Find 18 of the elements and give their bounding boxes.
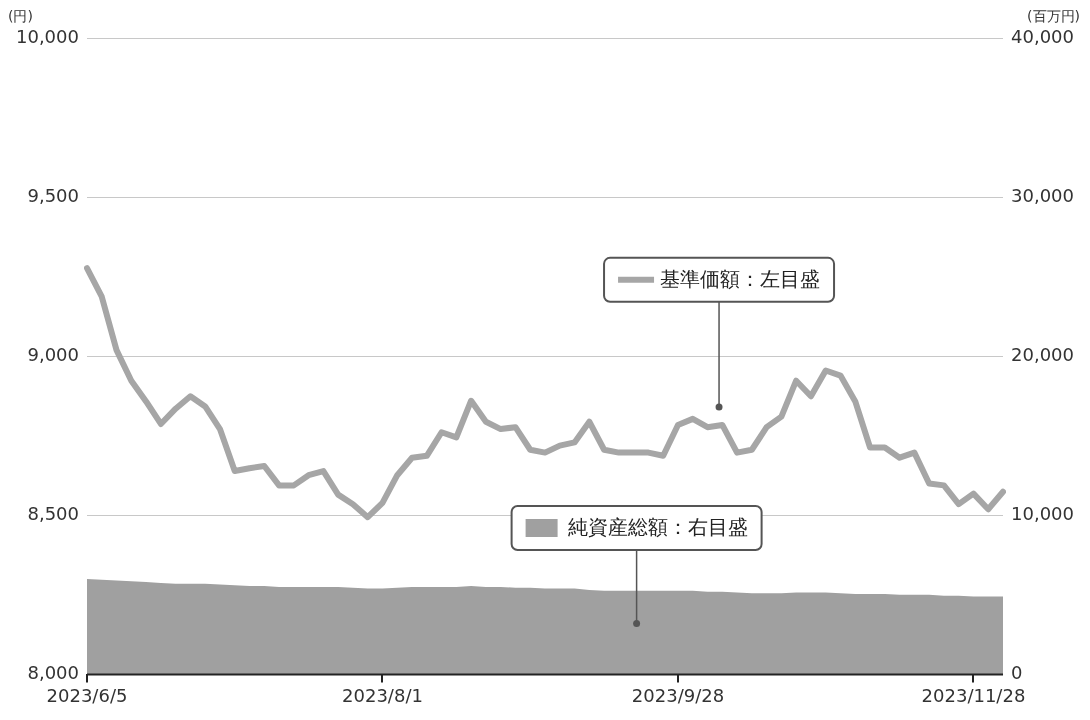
y2-tick-label: 40,000 — [1011, 25, 1074, 47]
y2-tick-label: 30,000 — [1011, 184, 1074, 206]
y-tick-label: 8,000 — [27, 662, 79, 684]
x-tick-label: 2023/6/5 — [46, 684, 128, 706]
y2-tick-label: 10,000 — [1011, 502, 1074, 524]
y-tick-label: 8,500 — [27, 502, 79, 524]
x-tick-label: 2023/9/28 — [631, 684, 725, 706]
y-axis-title: (円) — [8, 7, 33, 24]
x-tick-label: 2023/11/28 — [921, 684, 1026, 706]
y2-tick-label: 20,000 — [1011, 343, 1074, 365]
y2-tick-label: 0 — [1011, 662, 1023, 684]
x-tick-label: 2023/8/1 — [342, 684, 423, 706]
legend-label: 基準価額：左目盛 — [660, 267, 821, 292]
y-tick-label: 10,000 — [16, 25, 79, 47]
legend-label: 純資産総額：右目盛 — [567, 515, 748, 540]
y2-axis-title: (百万円) — [1027, 7, 1080, 24]
y-tick-label: 9,000 — [27, 343, 79, 365]
y-tick-label: 9,500 — [27, 184, 79, 206]
